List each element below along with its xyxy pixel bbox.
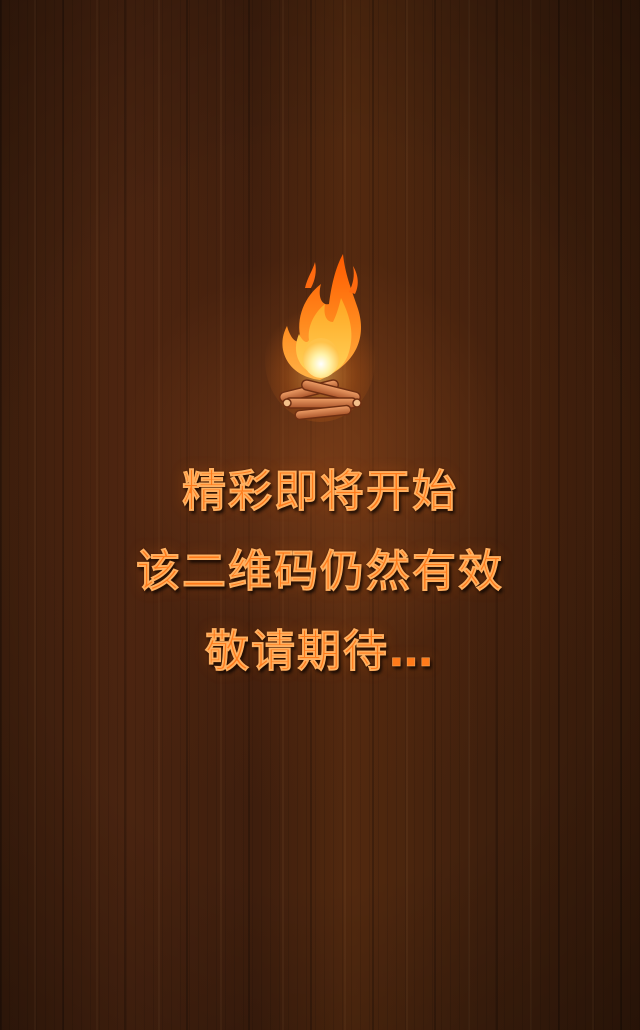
log-pile <box>278 379 362 421</box>
message-line-2: 该二维码仍然有效 <box>136 546 504 598</box>
coming-soon-message: 精彩即将开始 该二维码仍然有效 敬请期待… <box>0 452 640 692</box>
message-line-3: 敬请期待… <box>205 626 435 678</box>
campfire-icon <box>265 254 375 422</box>
message-line-1: 精彩即将开始 <box>182 466 458 518</box>
